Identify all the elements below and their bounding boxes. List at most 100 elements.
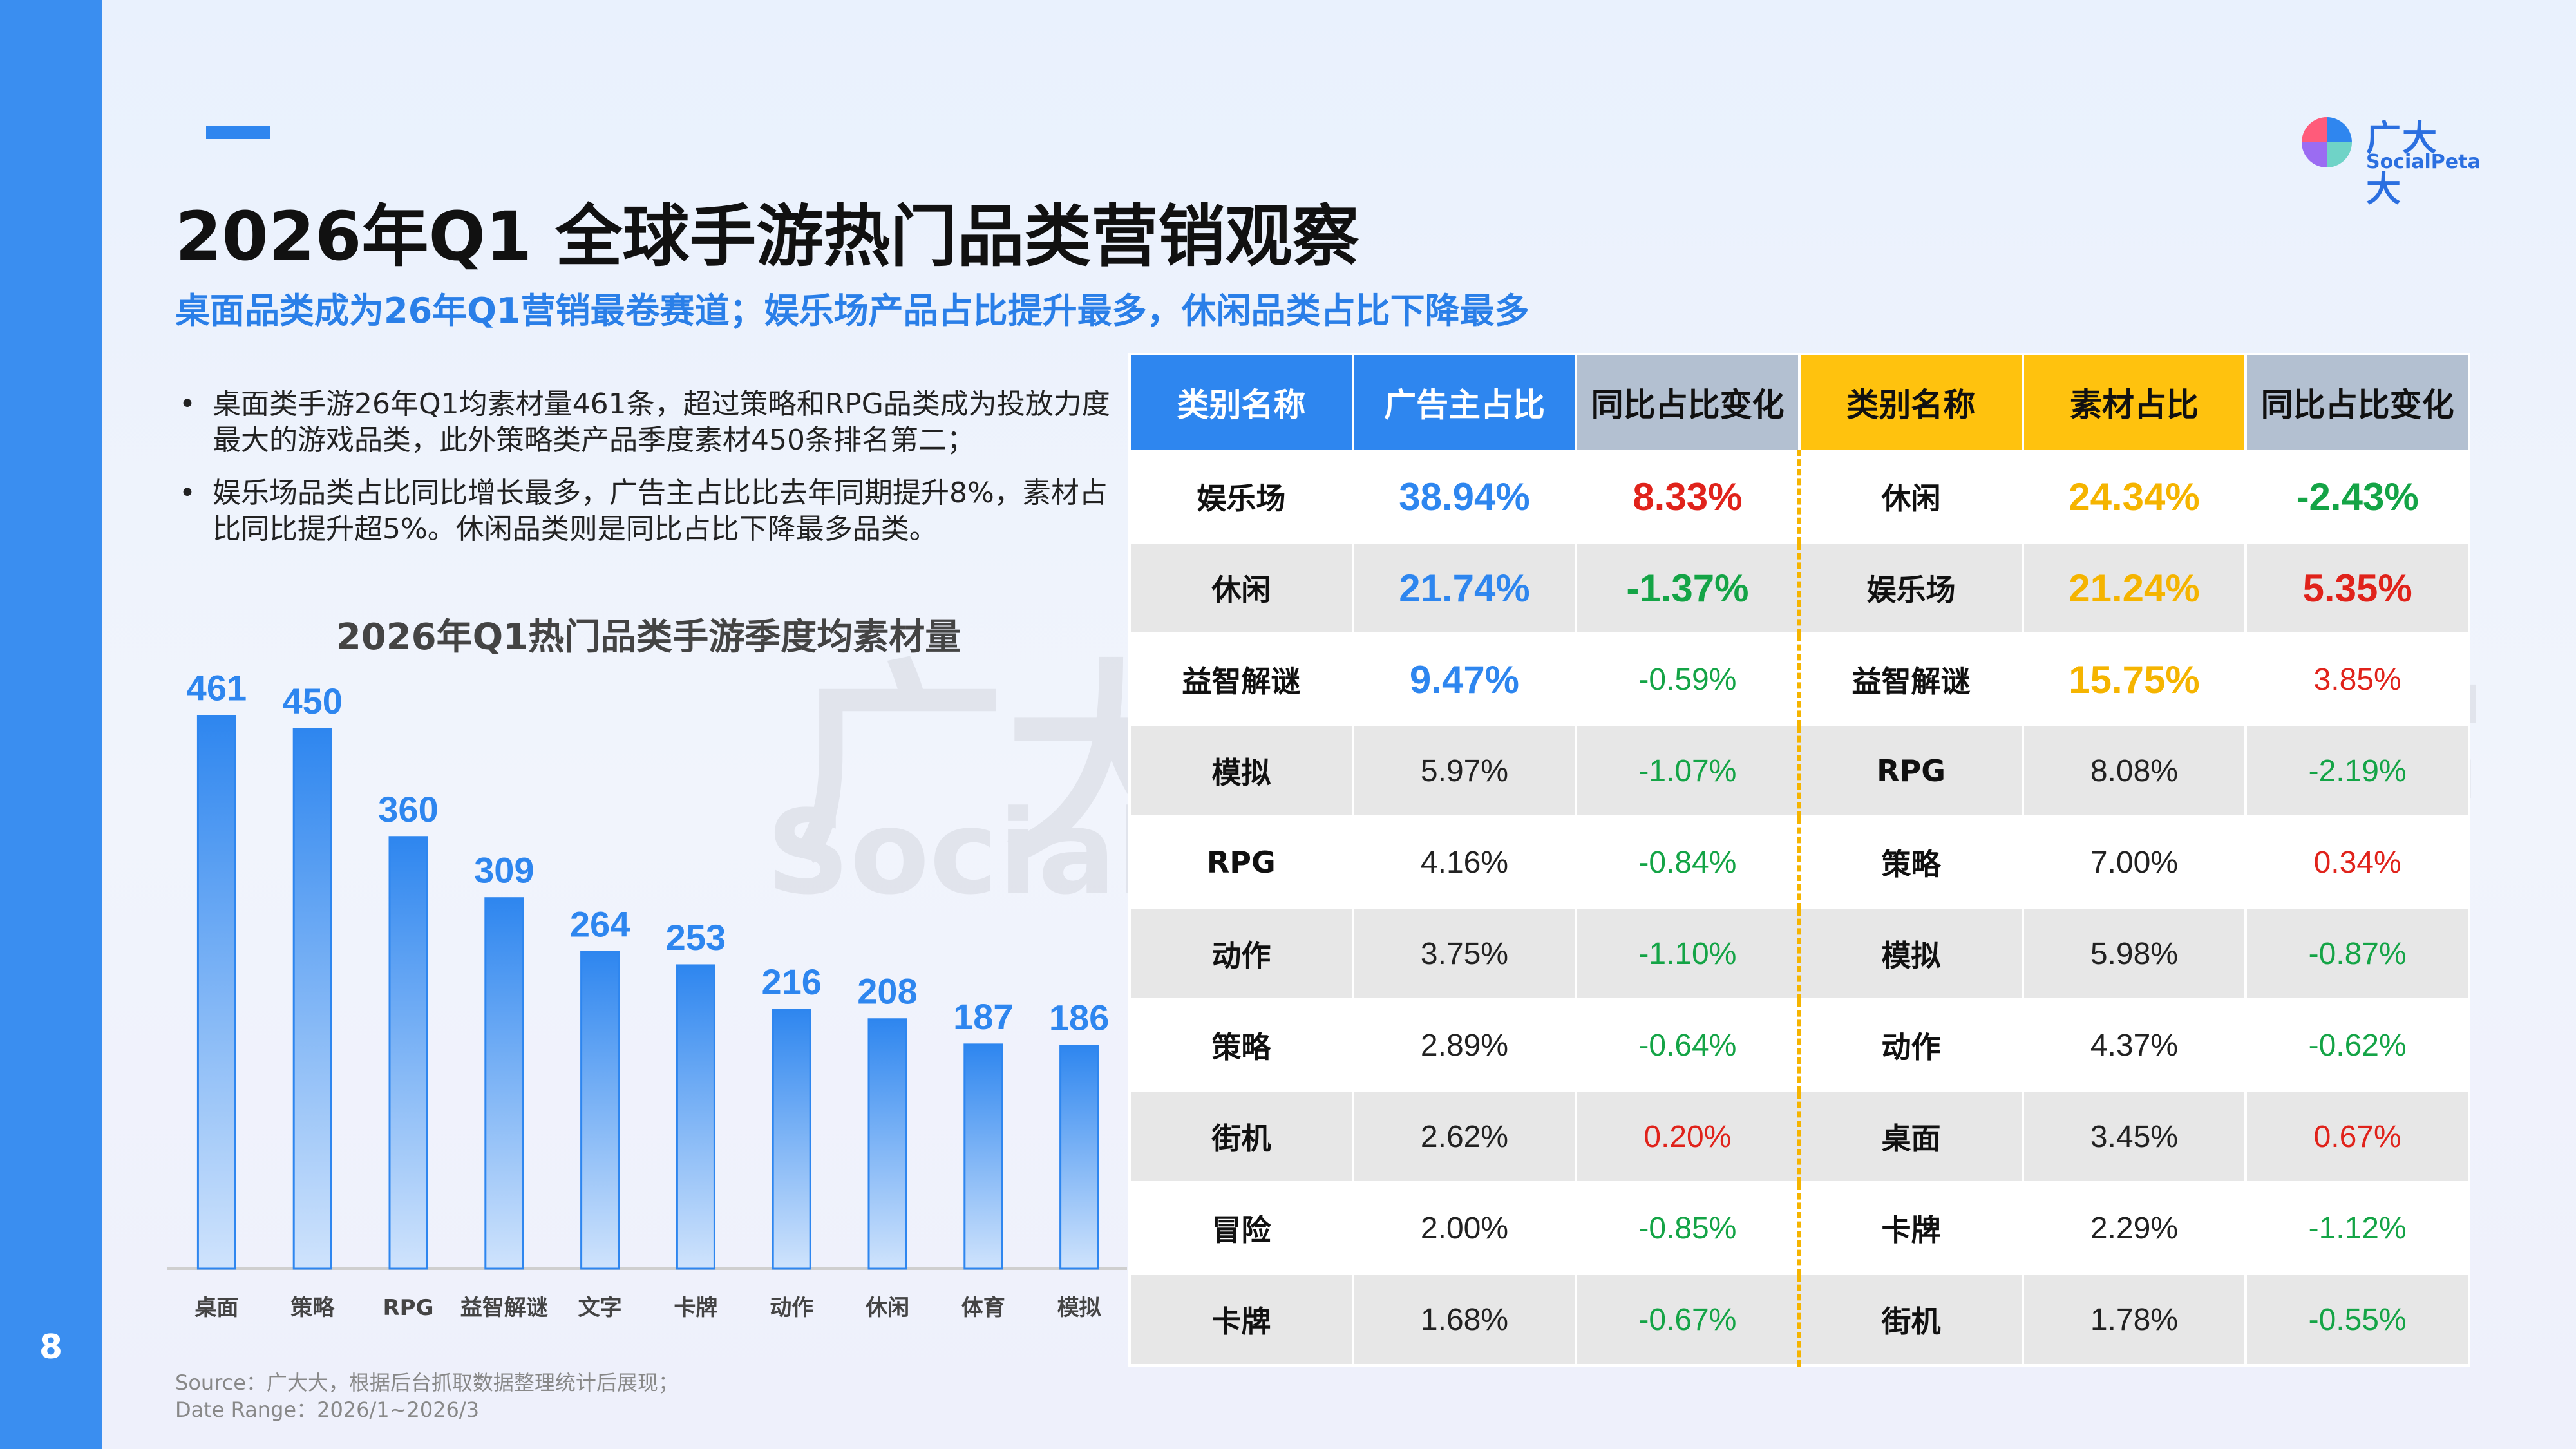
yoy-change-cell: 5.35% [2244,541,2470,635]
yoy-change-cell: -0.84% [1575,815,1801,909]
table-row: 卡牌 1.68% -0.67% 街机 1.78% -0.55% [1128,1273,2470,1367]
category-cell: 模拟 [1797,907,2024,1001]
yoy-change-cell: -0.62% [2244,998,2470,1092]
table-row: 冒险 2.00% -0.85% 卡牌 2.29% -1.12% [1128,1181,2470,1275]
bar-value-label: 450 [282,681,342,721]
bullet-list: • 桌面类手游26年Q1均素材量461条，超过策略和RPG品类成为投放力度最大的… [175,386,1115,564]
category-cell: RPG [1128,815,1354,909]
bar-chart: 461 桌面 450 策略 360 RPG 309 益智解谜 264 文字 253 卡牌 216 动作 20… [167,670,1127,1321]
bar-value-label: 461 [187,670,247,708]
table-row: 娱乐场 38.94% 8.33% 休闲 24.34% -2.43% [1128,450,2470,544]
category-cell: 桌面 [1797,1090,2024,1184]
yoy-change-cell: -1.12% [2244,1181,2470,1275]
share-cell: 3.75% [1351,907,1578,1001]
bar-value-label: 216 [761,961,821,1002]
yoy-change-cell: -1.37% [1575,541,1801,635]
bullet-item: • 桌面类手游26年Q1均素材量461条，超过策略和RPG品类成为投放力度最大的… [175,386,1115,459]
share-cell: 24.34% [2021,450,2248,544]
bar-value-label: 253 [666,917,726,958]
yoy-change-cell: -0.64% [1575,998,1801,1092]
category-share-table: 类别名称 广告主占比 同比占比变化 类别名称 素材占比 同比占比变化 娱乐场 38… [1128,353,2470,1367]
header-yoy-change: 同比占比变化 [2244,353,2470,452]
yoy-change-cell: -1.07% [1575,724,1801,818]
bar-value-label: 208 [857,971,917,1012]
bar-9 [963,1043,1003,1270]
header-advertiser-share: 广告主占比 [1351,353,1578,452]
category-tick-label: RPG [383,1295,433,1321]
category-cell: 街机 [1797,1273,2024,1367]
bar-value-label: 309 [474,850,534,891]
share-cell: 4.37% [2021,998,2248,1092]
share-cell: 2.89% [1351,998,1578,1092]
share-cell: 21.24% [2021,541,2248,635]
header-creative-share: 素材占比 [2021,353,2248,452]
header-category-name: 类别名称 [1128,353,1354,452]
yoy-change-cell: -2.43% [2244,450,2470,544]
bar-value-label: 186 [1049,998,1109,1038]
category-cell: 卡牌 [1797,1181,2024,1275]
bar-5 [580,951,620,1270]
bar-2 [292,728,332,1270]
share-cell: 8.08% [2021,724,2248,818]
yoy-change-cell: -0.55% [2244,1273,2470,1367]
table-row: RPG 4.16% -0.84% 策略 7.00% 0.34% [1128,815,2470,909]
share-cell: 15.75% [2021,632,2248,726]
category-tick-label: 动作 [770,1295,813,1321]
yoy-change-cell: 0.34% [2244,815,2470,909]
category-cell: 娱乐场 [1128,450,1354,544]
category-cell: 益智解谜 [1797,632,2024,726]
category-tick-label: 模拟 [1057,1295,1101,1321]
yoy-change-cell: 8.33% [1575,450,1801,544]
share-cell: 3.45% [2021,1090,2248,1184]
source-note: Source：广大大，根据后台抓取数据整理统计后展现； Date Range：2… [175,1369,679,1423]
header-yoy-change: 同比占比变化 [1575,353,1801,452]
logo-text-cn: 广大大 [2366,118,2438,209]
bar-1 [196,715,236,1270]
category-cell: 益智解谜 [1128,632,1354,726]
date-range-line: Date Range：2026/1~2026/3 [175,1397,480,1422]
yoy-change-cell: 0.20% [1575,1090,1801,1184]
title-accent-dash [206,126,270,139]
table-row: 模拟 5.97% -1.07% RPG 8.08% -2.19% [1128,724,2470,818]
share-cell: 21.74% [1351,541,1578,635]
share-cell: 2.00% [1351,1181,1578,1275]
yoy-change-cell: -2.19% [2244,724,2470,818]
socialpeta-logo: 广大大 SocialPeta [2299,109,2481,209]
bar-6 [676,964,715,1270]
category-cell: 冒险 [1128,1181,1354,1275]
table-row: 益智解谜 9.47% -0.59% 益智解谜 15.75% 3.85% [1128,632,2470,726]
yoy-change-cell: -1.10% [1575,907,1801,1001]
category-cell: 模拟 [1128,724,1354,818]
category-cell: 策略 [1797,815,2024,909]
logo-icon [2302,117,2352,167]
source-line: Source：广大大，根据后台抓取数据整理统计后展现； [175,1370,679,1395]
share-cell: 5.98% [2021,907,2248,1001]
yoy-change-cell: -0.59% [1575,632,1801,726]
share-cell: 1.78% [2021,1273,2248,1367]
category-tick-label: 体育 [961,1295,1005,1321]
category-tick-label: 卡牌 [674,1295,717,1321]
category-cell: 休闲 [1128,541,1354,635]
bar-3 [388,836,428,1270]
chart-title: 2026年Q1热门品类手游季度均素材量 [336,616,961,658]
yoy-change-cell: -0.85% [1575,1181,1801,1275]
category-cell: 街机 [1128,1090,1354,1184]
bar-value-label: 360 [378,789,438,829]
category-cell: 策略 [1128,998,1354,1092]
bullet-text: 桌面类手游26年Q1均素材量461条，超过策略和RPG品类成为投放力度最大的游戏… [213,388,1110,457]
category-cell: RPG [1797,724,2024,818]
table-row: 策略 2.89% -0.64% 动作 4.37% -0.62% [1128,998,2470,1092]
bullet-marker: • [179,477,196,509]
share-cell: 1.68% [1351,1273,1578,1367]
bar-10 [1059,1045,1099,1270]
category-tick-label: 文字 [578,1295,622,1321]
bar-7 [772,1009,811,1270]
left-accent-bar [0,0,102,1449]
yoy-change-cell: -0.87% [2244,907,2470,1001]
yoy-change-cell: 0.67% [2244,1090,2470,1184]
category-cell: 卡牌 [1128,1273,1354,1367]
table-row: 休闲 21.74% -1.37% 娱乐场 21.24% 5.35% [1128,541,2470,635]
category-tick-label: 桌面 [194,1295,238,1321]
category-tick-label: 休闲 [865,1295,909,1321]
category-cell: 动作 [1128,907,1354,1001]
